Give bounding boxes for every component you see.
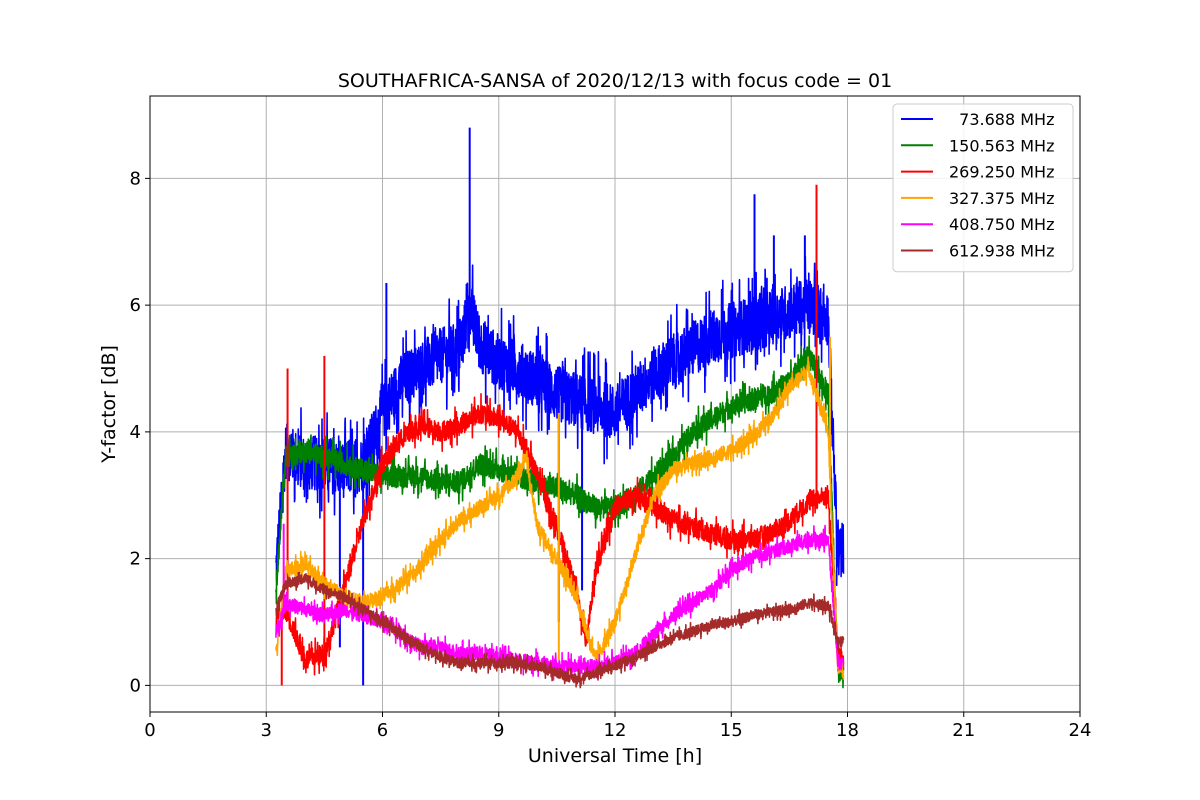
legend: 73.688 MHz 150.563 MHz 269.250 MHz 327.375 … bbox=[892, 103, 1074, 273]
x-tick-label: 0 bbox=[144, 720, 155, 741]
x-tick-label: 21 bbox=[952, 720, 975, 741]
y-tick-label: 8 bbox=[130, 168, 141, 189]
legend-label: 612.938 MHz bbox=[949, 242, 1054, 261]
series-line bbox=[275, 255, 845, 587]
legend-label: 408.750 MHz bbox=[949, 215, 1054, 234]
y-tick-label: 6 bbox=[130, 295, 141, 316]
x-tick-label: 9 bbox=[493, 720, 504, 741]
x-tick-label: 15 bbox=[720, 720, 743, 741]
legend-label: 73.688 MHz bbox=[949, 110, 1054, 129]
x-tick-label: 6 bbox=[377, 720, 388, 741]
series-4 bbox=[275, 336, 845, 680]
series-6 bbox=[275, 571, 845, 689]
x-axis-label: Universal Time [h] bbox=[528, 745, 702, 767]
y-tick-label: 2 bbox=[130, 549, 141, 570]
series-layer bbox=[275, 127, 845, 689]
y-tick-label: 4 bbox=[130, 422, 141, 443]
legend-label: 150.563 MHz bbox=[949, 136, 1054, 155]
legend-label: 269.250 MHz bbox=[949, 163, 1054, 182]
series-line bbox=[275, 571, 845, 689]
x-tick-label: 12 bbox=[604, 720, 627, 741]
chart-title: SOUTHAFRICA-SANSA of 2020/12/13 with foc… bbox=[338, 70, 892, 92]
legend-label: 327.375 MHz bbox=[949, 189, 1054, 208]
x-tick-label: 24 bbox=[1069, 720, 1092, 741]
y-tick-label: 0 bbox=[130, 675, 141, 696]
legend-box bbox=[892, 103, 1074, 273]
y-axis-label: Y-factor [dB] bbox=[98, 345, 120, 464]
x-tick-label: 3 bbox=[261, 720, 272, 741]
x-tick-label: 18 bbox=[836, 720, 859, 741]
